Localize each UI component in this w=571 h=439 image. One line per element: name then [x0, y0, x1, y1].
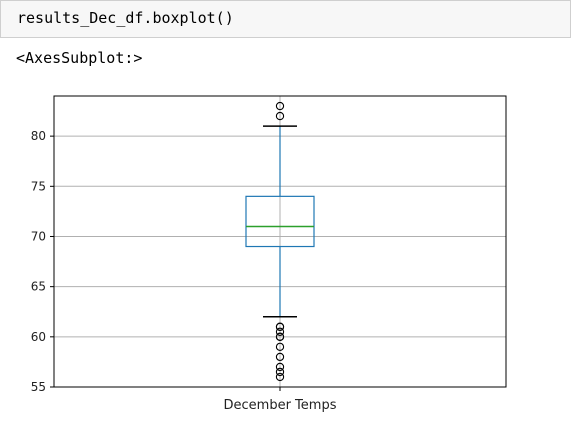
- outlier-point: [275, 372, 285, 382]
- y-tick-label: 80: [31, 129, 46, 143]
- cell-output-repr: <AxesSubplot:>: [16, 49, 143, 67]
- outlier-point: [275, 367, 285, 377]
- y-tick-label: 75: [31, 179, 46, 193]
- y-tick-label: 65: [31, 280, 46, 294]
- y-tick-label: 55: [31, 380, 46, 394]
- outlier-point: [275, 101, 285, 111]
- boxplot-svg: 55 60 65 70 75 80 December Temps: [31, 95, 507, 413]
- x-axis: December Temps: [224, 387, 337, 413]
- y-tick-label: 60: [31, 330, 46, 344]
- code-cell[interactable]: results_Dec_df.boxplot(): [0, 0, 571, 38]
- x-tick-label: December Temps: [224, 398, 337, 413]
- boxplot-chart: 55 60 65 70 75 80 December Temps: [0, 80, 571, 439]
- y-tick-label: 70: [31, 229, 46, 243]
- outlier-point: [275, 111, 285, 121]
- outlier-point: [275, 327, 285, 336]
- iqr-box: [245, 195, 315, 248]
- plot-layer: [245, 101, 315, 382]
- outlier-point: [275, 322, 285, 331]
- outlier-point: [275, 352, 285, 362]
- outlier-point: [275, 362, 285, 372]
- outlier-point: [275, 332, 285, 341]
- code-cell-source[interactable]: results_Dec_df.boxplot(): [17, 9, 234, 27]
- y-axis: 55 60 65 70 75 80: [31, 129, 54, 394]
- outlier-point: [275, 342, 285, 352]
